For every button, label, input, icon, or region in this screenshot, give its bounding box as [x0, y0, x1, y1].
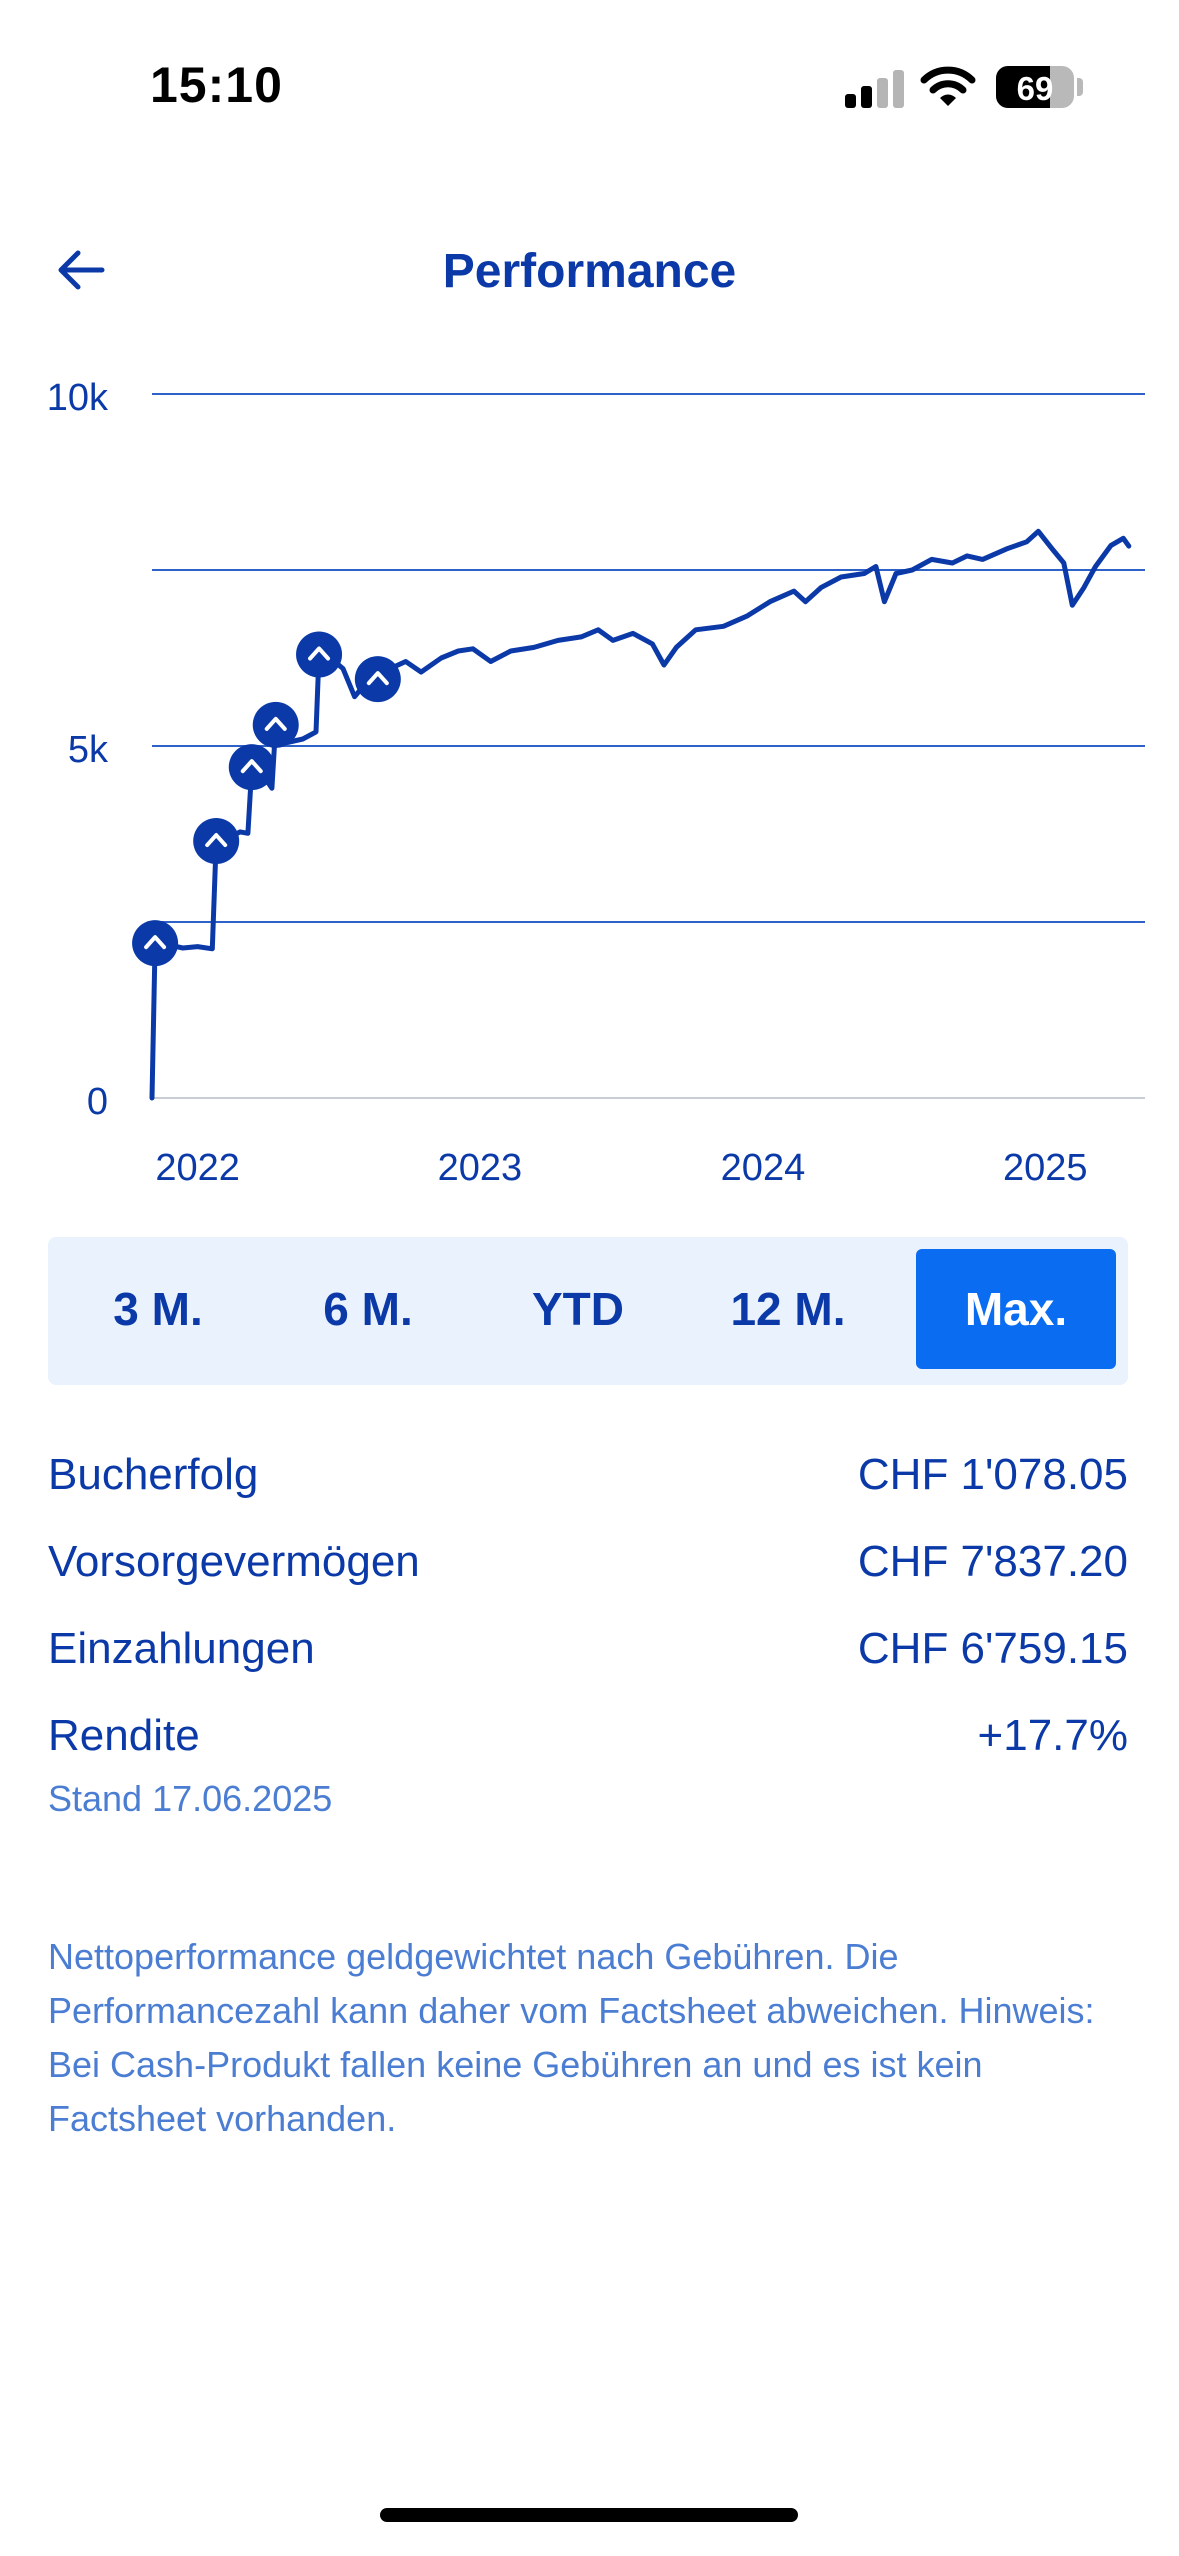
summary-label: Bucherfolg: [48, 1450, 259, 1499]
battery-icon: 69: [996, 66, 1074, 108]
status-time: 15:10: [150, 57, 283, 113]
y-tick-label: 5k: [68, 729, 109, 771]
summary-value: CHF 6'759.15: [857, 1624, 1128, 1673]
summary-value: CHF 1'078.05: [857, 1450, 1128, 1499]
as-of-date: Stand 17.06.2025: [48, 1778, 333, 1819]
chevron-up-icon: [308, 646, 331, 661]
performance-chart[interactable]: 0 5k 10k 2022 2023 2024 2025: [0, 360, 1179, 1210]
x-tick-label: 2025: [1003, 1147, 1088, 1189]
contribution-marker-icon[interactable]: [296, 631, 343, 678]
chevron-up-icon: [264, 716, 287, 731]
range-tab-3m[interactable]: 3 M.: [113, 1283, 203, 1335]
y-tick-label: 0: [87, 1081, 108, 1123]
summary-row-einzahlungen: Einzahlungen CHF 6'759.15: [48, 1624, 1128, 1684]
range-tab-6m[interactable]: 6 M.: [323, 1283, 413, 1335]
chevron-up-icon: [366, 671, 389, 686]
summary-row-rendite: Rendite +17.7%: [48, 1711, 1128, 1771]
range-tab-12m[interactable]: 12 M.: [730, 1283, 846, 1335]
range-selector: 3 M. 6 M. YTD 12 M. Max.: [48, 1237, 1128, 1385]
home-indicator[interactable]: [380, 2508, 798, 2522]
contribution-marker-icon[interactable]: [354, 656, 401, 703]
summary-label: Einzahlungen: [48, 1624, 315, 1673]
chevron-up-icon: [240, 759, 263, 774]
range-tab-ytd[interactable]: YTD: [532, 1283, 624, 1335]
summary-value: +17.7%: [977, 1711, 1128, 1760]
summary-value: CHF 7'837.20: [857, 1537, 1128, 1586]
contribution-marker-icon[interactable]: [228, 744, 275, 791]
x-tick-label: 2023: [438, 1147, 523, 1189]
summary-row-vorsorgevermoegen: Vorsorgevermögen CHF 7'837.20: [48, 1537, 1128, 1597]
battery-percentage: 69: [1016, 70, 1054, 107]
y-tick-label: 10k: [47, 377, 109, 419]
x-tick-label: 2024: [721, 1147, 806, 1189]
cellular-signal-icon: [845, 70, 905, 108]
contribution-marker-icon[interactable]: [252, 701, 299, 748]
chevron-up-icon: [205, 833, 228, 848]
range-tab-max[interactable]: Max.: [916, 1249, 1116, 1369]
wifi-icon: [920, 66, 976, 106]
summary-label: Rendite: [48, 1711, 200, 1760]
summary-label: Vorsorgevermögen: [48, 1537, 420, 1586]
performance-line: [149, 528, 1132, 1101]
x-tick-label: 2022: [155, 1147, 240, 1189]
summary-row-bucherfolg: Bucherfolg CHF 1'078.05: [48, 1450, 1128, 1510]
chevron-up-icon: [144, 935, 167, 950]
disclaimer-text: Nettoperformance geldgewichtet nach Gebü…: [48, 1936, 1095, 2139]
status-bar: 15:10 69: [0, 0, 1179, 160]
page-title: Performance: [442, 245, 737, 298]
battery-cap: [1077, 78, 1083, 96]
contribution-marker-icon[interactable]: [193, 818, 240, 865]
back-arrow-icon[interactable]: [52, 240, 112, 300]
contribution-marker-icon[interactable]: [132, 920, 179, 967]
